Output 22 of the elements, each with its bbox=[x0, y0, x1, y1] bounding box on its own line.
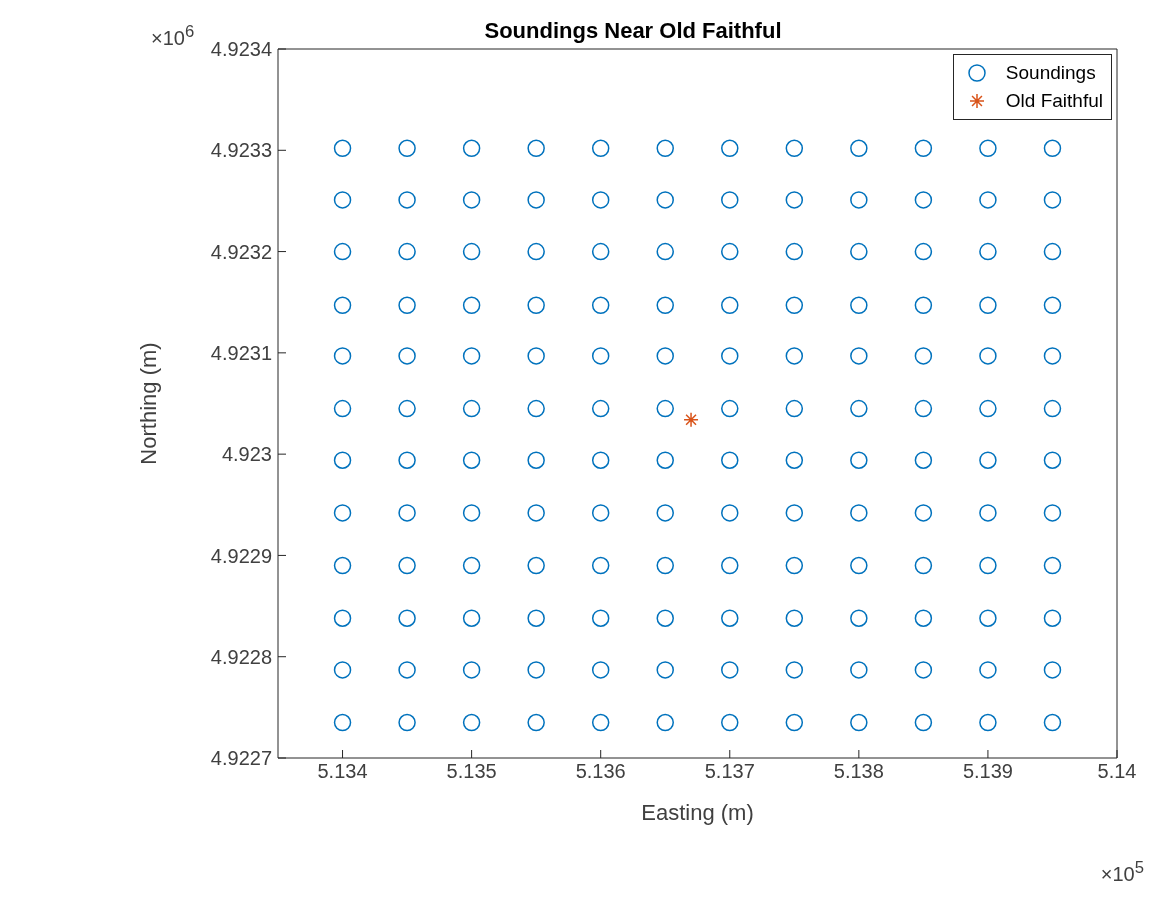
y-axis-title: Northing (m) bbox=[135, 342, 161, 465]
chart-title: Soundings Near Old Faithful bbox=[484, 18, 782, 43]
x-tick-label: 5.138 bbox=[833, 760, 884, 783]
legend-label: Old Faithful bbox=[1005, 89, 1103, 113]
y-tick-label: 4.9232 bbox=[210, 240, 272, 263]
y-tick-label: 4.9231 bbox=[210, 341, 272, 364]
x-tick-label: 5.139 bbox=[962, 760, 1013, 783]
legend-label: Soundings bbox=[1005, 61, 1096, 85]
x-tick-label: 5.134 bbox=[317, 760, 368, 783]
y-tick-label: 4.9234 bbox=[210, 38, 272, 61]
x-tick-label: 5.136 bbox=[575, 760, 626, 783]
x-tick-label: 5.137 bbox=[704, 760, 755, 783]
y-tick-label: 4.9227 bbox=[210, 747, 272, 770]
y-tick-label: 4.9233 bbox=[210, 139, 272, 162]
y-tick-label: 4.9229 bbox=[210, 544, 272, 567]
y-tick-label: 4.923 bbox=[221, 443, 272, 466]
x-axis-title: Easting (m) bbox=[641, 800, 754, 825]
x-tick-label: 5.14 bbox=[1097, 760, 1137, 783]
text: ×10$^{6}$ bbox=[151, 22, 195, 50]
x-tick-label: 5.135 bbox=[446, 760, 497, 783]
text: ×10$^{5}$ bbox=[1100, 858, 1144, 886]
y-tick-label: 4.9228 bbox=[210, 645, 272, 668]
